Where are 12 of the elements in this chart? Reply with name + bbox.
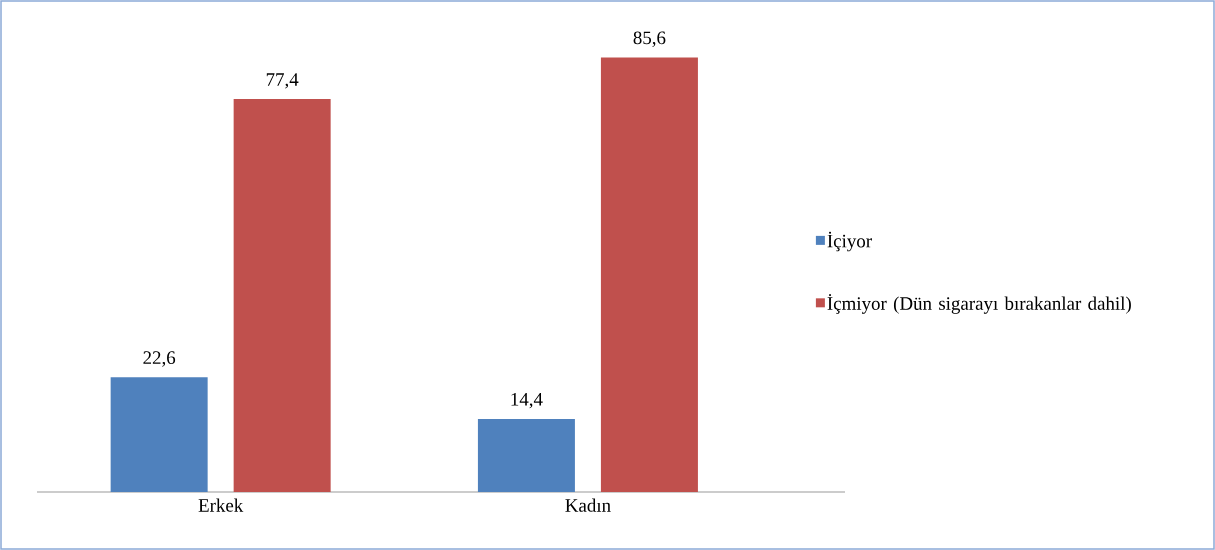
bar [110, 377, 208, 492]
data-label: 85,6 [633, 31, 666, 47]
data-label: 77,4 [266, 73, 299, 89]
bar [233, 99, 331, 492]
legend-label: İçiyor [827, 231, 872, 252]
data-label: 22,6 [143, 351, 176, 367]
x-tick-label: Erkek [198, 498, 244, 512]
bar [477, 418, 575, 492]
data-label: 14,4 [511, 392, 543, 409]
x-tick-label: Kadın [565, 498, 611, 512]
legend-label: İçmiyor (Dün sigarayı bırakanlar dahil) [827, 294, 1131, 314]
bar [600, 57, 698, 492]
